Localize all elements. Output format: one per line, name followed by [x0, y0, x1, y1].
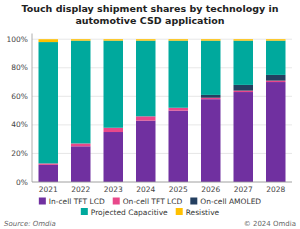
bar-segment	[104, 132, 124, 182]
legend-label: Projected Capacitive	[91, 208, 168, 217]
bar-segment	[169, 41, 189, 108]
bar-segment	[136, 116, 156, 120]
y-tick-label: 40%	[11, 120, 28, 129]
title-line: automotive CSD application	[75, 15, 224, 26]
bar-segment	[234, 91, 254, 92]
legend-label: In-cell TFT LCD	[49, 197, 105, 206]
legend-swatch	[39, 198, 46, 205]
y-tick-label: 20%	[11, 149, 28, 158]
bar-segment	[136, 121, 156, 182]
chart: Touch display shipment shares by technol…	[0, 0, 300, 229]
y-tick-label: 80%	[11, 63, 28, 72]
bar-segment	[234, 85, 254, 91]
x-tick-label: 2028	[266, 185, 285, 194]
x-tick-label: 2024	[136, 185, 155, 194]
x-tick-label: 2027	[234, 185, 253, 194]
legend-swatch	[190, 198, 197, 205]
x-tick-label: 2025	[169, 185, 188, 194]
bar-segment	[234, 41, 254, 85]
x-tick-label: 2022	[71, 185, 90, 194]
bar-segment	[234, 92, 254, 182]
bar-segment	[39, 42, 59, 163]
y-tick-label: 0%	[16, 178, 28, 187]
bar-segment	[136, 41, 156, 117]
legend-item: In-cell TFT LCD	[39, 197, 105, 206]
bar-segment	[169, 108, 189, 111]
x-tick-label: 2026	[201, 185, 220, 194]
legend-label: Resistive	[186, 208, 220, 217]
bar-segment	[39, 39, 59, 42]
y-axis-line	[32, 34, 33, 183]
legend-item: On-cell AMOLED	[190, 197, 261, 206]
grid-line	[32, 182, 292, 183]
bar-segment	[71, 41, 91, 144]
bar-segment	[71, 39, 91, 40]
bar-segment	[136, 39, 156, 40]
y-tick-label: 60%	[11, 92, 28, 101]
bar-segment	[201, 41, 221, 95]
bar-segment	[266, 41, 286, 75]
bar-segment	[201, 39, 221, 40]
bar-segment	[169, 39, 189, 40]
legend-item: On-cell TFT LCD	[113, 197, 183, 206]
legend-item: Resistive	[176, 208, 220, 217]
bar-segment	[71, 146, 91, 182]
legend-swatch	[176, 208, 183, 215]
bar-segment	[201, 95, 221, 98]
x-tick-label: 2021	[39, 185, 58, 194]
legend-swatch	[81, 208, 88, 215]
bar-segment	[266, 75, 286, 81]
grid-line	[32, 39, 292, 40]
legend-label: On-cell AMOLED	[200, 197, 261, 206]
bars	[39, 39, 286, 182]
bar-segment	[266, 39, 286, 40]
bar-segment	[39, 163, 59, 164]
title: Touch display shipment shares by technol…	[21, 3, 278, 26]
annotation: Source: Omdia	[4, 220, 56, 228]
bar-segment	[39, 165, 59, 182]
bar-segment	[201, 99, 221, 182]
bar-segment	[104, 41, 124, 128]
bar-segment	[71, 143, 91, 146]
bar-segment	[104, 39, 124, 40]
title-line: Touch display shipment shares by technol…	[21, 3, 278, 14]
legend: In-cell TFT LCD On-cell TFT LCD On-cell AM…	[39, 197, 262, 217]
bar-segment	[169, 111, 189, 182]
legend-label: On-cell TFT LCD	[123, 197, 183, 206]
x-tick-label: 2023	[104, 185, 123, 194]
y-tick-label: 100%	[7, 35, 28, 44]
legend-swatch	[113, 198, 120, 205]
legend-item: Projected Capacitive	[81, 208, 168, 217]
grid	[32, 39, 292, 182]
annotation: © 2024 Omdia	[244, 220, 296, 228]
bar-segment	[104, 128, 124, 132]
bar-segment	[266, 82, 286, 182]
bar-segment	[234, 39, 254, 40]
bar-segment	[201, 98, 221, 99]
bar-segment	[266, 81, 286, 82]
x-axis-line	[32, 182, 292, 183]
